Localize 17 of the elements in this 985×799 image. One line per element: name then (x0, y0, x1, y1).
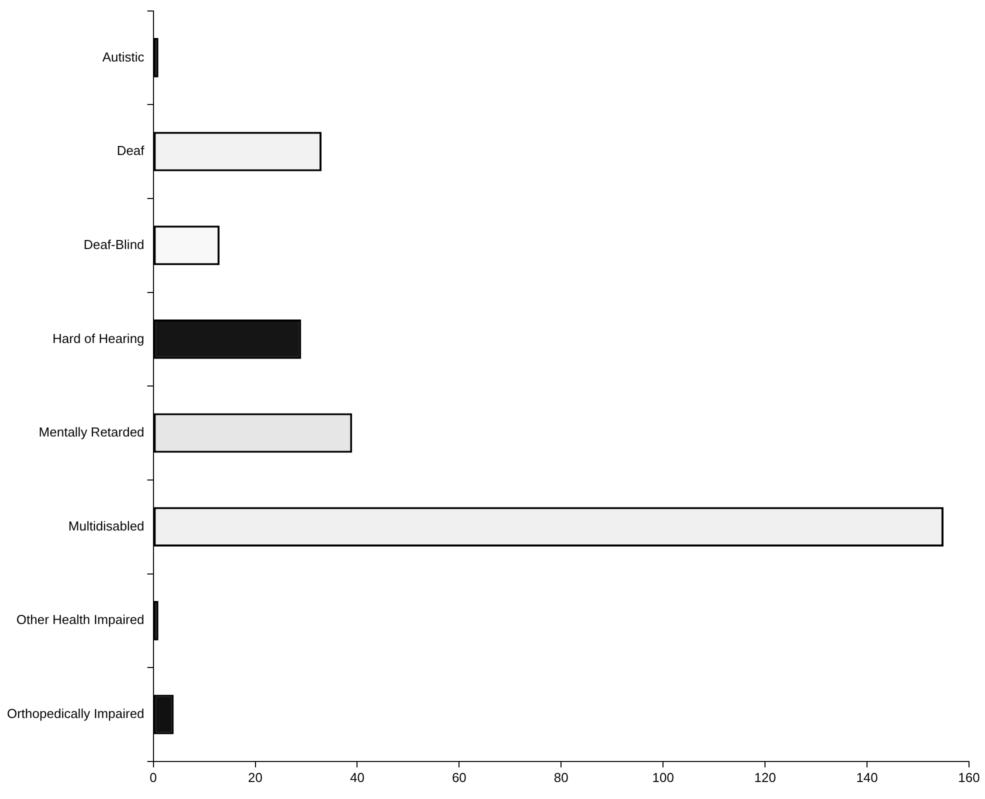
y-tick-label: Other Health Impaired (16, 612, 144, 628)
x-tick-label: 80 (554, 770, 568, 785)
y-tick-label: Orthopedically Impaired (6, 706, 144, 722)
y-tick-label: Deaf-Blind (84, 236, 144, 252)
x-tick-label: 160 (958, 770, 980, 785)
y-tick-label: Multidisabled (68, 518, 144, 534)
x-tick-label: 0 (150, 770, 157, 785)
y-tick-label: Autistic (102, 49, 145, 64)
y-tick-label: Mentally Retarded (38, 424, 144, 440)
x-tick-label: 20 (248, 770, 262, 785)
x-tick-label: 140 (856, 770, 878, 785)
x-tick-label: 60 (452, 770, 466, 785)
x-tick-label: 120 (754, 770, 776, 785)
y-tick-label: Hard of Hearing (52, 330, 144, 346)
y-tick-label: Deaf (116, 143, 145, 158)
x-tick-label: 100 (652, 770, 674, 785)
x-tick-label: 40 (350, 770, 364, 785)
